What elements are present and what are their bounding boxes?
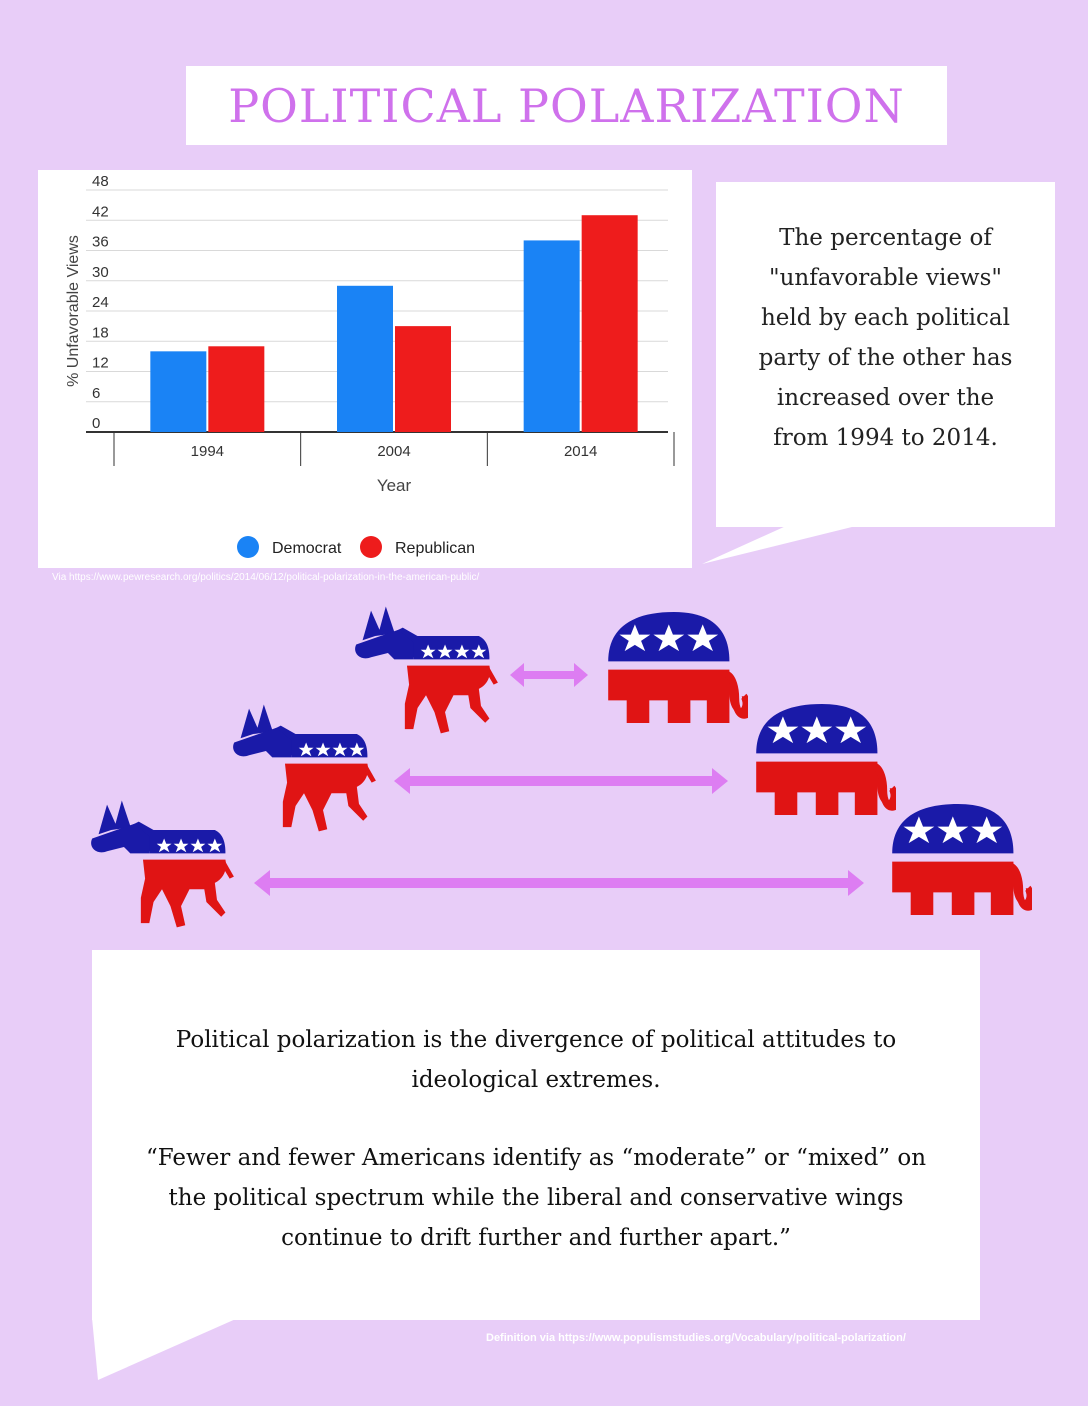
bar-democrat bbox=[337, 285, 393, 432]
bar-republican bbox=[581, 215, 638, 432]
callout-bubble: The percentage of "unfavorable views" he… bbox=[716, 182, 1055, 527]
elephant-icon bbox=[888, 802, 1032, 915]
elephant-icon bbox=[604, 610, 748, 723]
y-tick-label: 30 bbox=[92, 264, 109, 281]
bar-republican bbox=[208, 346, 265, 432]
donkey-icon bbox=[88, 792, 236, 940]
x-tick-label: 1994 bbox=[191, 443, 224, 460]
double-arrow-icon bbox=[510, 663, 588, 687]
legend-label: Democrat bbox=[272, 540, 342, 557]
definition-text: Political polarization is the divergence… bbox=[175, 1027, 897, 1093]
y-tick-label: 6 bbox=[92, 385, 100, 402]
x-axis-label: Year bbox=[377, 476, 412, 495]
definition-tail bbox=[92, 1318, 238, 1380]
y-tick-label: 24 bbox=[92, 294, 109, 311]
donkey-icon bbox=[230, 696, 378, 844]
y-tick-label: 12 bbox=[92, 355, 109, 372]
x-tick-label: 2014 bbox=[564, 443, 597, 460]
y-tick-label: 36 bbox=[92, 234, 109, 251]
bar-democrat bbox=[523, 240, 580, 432]
double-arrow-icon bbox=[254, 870, 864, 896]
bar-republican bbox=[395, 326, 451, 432]
chart-source: Via https://www.pewresearch.org/politics… bbox=[52, 572, 480, 583]
title-box: POLITICAL POLARIZATION bbox=[186, 66, 947, 145]
legend-swatch-democrat bbox=[237, 536, 259, 558]
elephant-icon bbox=[752, 702, 896, 815]
callout-tail bbox=[702, 526, 856, 564]
y-tick-label: 42 bbox=[92, 203, 109, 220]
quote-text: “Fewer and fewer Americans identify as “… bbox=[145, 1145, 927, 1251]
x-tick-label: 2004 bbox=[377, 443, 410, 460]
bar-chart: 0 6 12 18 24 30 36 42 48 1994 2004 2014 Year % Unfavo… bbox=[65, 173, 675, 558]
chart-panel: 0 6 12 18 24 30 36 42 48 1994 2004 2014 Year % Unfavo… bbox=[38, 170, 692, 568]
definition-source: Definition via https://www.populismstudi… bbox=[486, 1332, 906, 1344]
legend-swatch-republican bbox=[360, 536, 382, 558]
definition-bubble: Political polarization is the divergence… bbox=[92, 950, 980, 1320]
y-tick-label: 48 bbox=[92, 173, 109, 190]
callout-text: The percentage of "unfavorable views" he… bbox=[758, 225, 1013, 451]
bar-democrat bbox=[150, 351, 207, 432]
page-title: POLITICAL POLARIZATION bbox=[228, 78, 905, 133]
y-axis-label: % Unfavorable Views bbox=[65, 235, 82, 387]
double-arrow-icon bbox=[394, 768, 728, 794]
y-tick-label: 0 bbox=[92, 415, 100, 432]
legend-label: Republican bbox=[395, 540, 475, 557]
y-tick-label: 18 bbox=[92, 324, 109, 341]
